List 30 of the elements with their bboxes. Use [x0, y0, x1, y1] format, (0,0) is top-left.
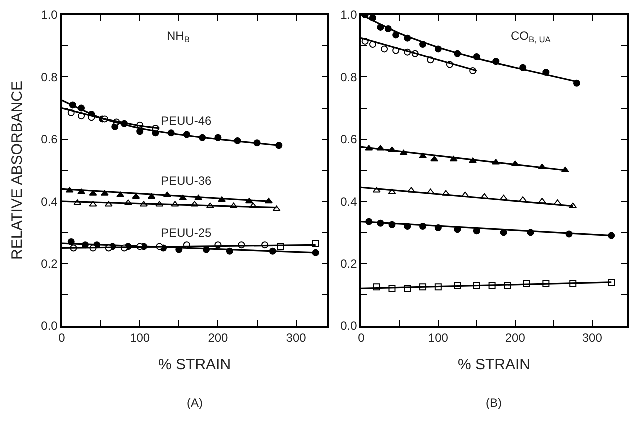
y-tick-label: 0.2 [41, 257, 58, 271]
annotation: PEUU-36 [161, 174, 212, 188]
y-tick-label: 0.8 [340, 70, 358, 84]
x-axis-title: % STRAIN [158, 356, 232, 374]
annotation: NH$_{B}$ [167, 29, 190, 45]
x-tick-label: 0 [358, 331, 366, 346]
text: (B) [486, 396, 502, 410]
annotation: CO$_{B, UA}$ [511, 29, 552, 45]
y-tick-label: 0.8 [41, 70, 58, 84]
y-axis-title: RELATIVE ABSORBANCE [8, 81, 26, 260]
y-tick-label: 1.0 [340, 8, 358, 22]
y-tick-label: 0.4 [340, 194, 358, 209]
y-tick-label: 0.4 [41, 194, 58, 209]
x-tick-label: 300 [286, 331, 307, 346]
y-tick-label: 0.0 [41, 319, 58, 334]
y-tick-label: 0.6 [340, 132, 358, 147]
y-tick-label: 0.6 [41, 132, 58, 147]
text: (A) [187, 396, 203, 410]
x-tick-label: 0 [58, 331, 66, 346]
x-tick-label: 100 [130, 331, 150, 346]
x-tick-label: 200 [208, 331, 229, 346]
y-tick-label: 1.0 [41, 8, 58, 22]
y-tick-label: 0.2 [340, 257, 358, 271]
x-tick-label: 100 [428, 331, 449, 346]
annotation: PEUU-25 [161, 226, 212, 240]
annotation: PEUU-46 [161, 114, 212, 128]
x-tick-label: 300 [582, 331, 603, 346]
y-tick-label: 0.0 [340, 319, 358, 334]
x-axis-title: % STRAIN [458, 356, 530, 374]
x-tick-label: 200 [505, 331, 526, 346]
